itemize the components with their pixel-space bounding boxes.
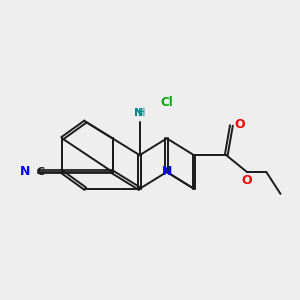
Text: C: C xyxy=(37,167,45,177)
Text: H: H xyxy=(138,109,146,118)
Text: N: N xyxy=(162,166,172,178)
Text: O: O xyxy=(242,174,252,187)
Text: O: O xyxy=(234,118,244,131)
Text: N: N xyxy=(20,166,30,178)
Text: N: N xyxy=(134,109,143,118)
Text: Cl: Cl xyxy=(160,96,173,109)
